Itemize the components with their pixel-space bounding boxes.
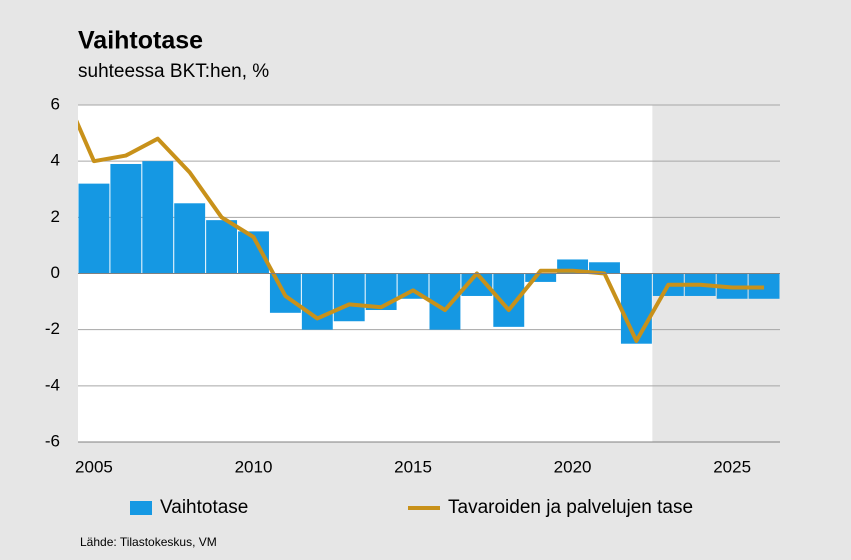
bar: [589, 262, 620, 274]
legend-label: Vaihtotase: [160, 497, 248, 518]
x-tick-label: 2010: [235, 457, 273, 476]
x-tick-label: 2015: [394, 457, 432, 476]
bar: [110, 163, 142, 274]
bar: [174, 203, 206, 274]
bar: [461, 273, 493, 296]
y-tick-label: 0: [51, 263, 60, 282]
bar: [620, 273, 652, 344]
chart-title: Vaihtotase: [78, 27, 203, 55]
y-tick-label: 2: [51, 207, 60, 226]
y-tick-label: -6: [45, 431, 60, 450]
bar: [333, 273, 365, 322]
y-tick-label: 4: [51, 151, 60, 170]
bar: [206, 220, 238, 274]
source: Lähde: Tilastokeskus, VM: [80, 535, 217, 549]
y-tick-label: -2: [45, 319, 60, 338]
x-tick-label: 2025: [713, 457, 751, 476]
chart-subtitle: suhteessa BKT:hen, %: [78, 61, 269, 82]
legend-swatch: [130, 501, 152, 515]
bar: [142, 161, 174, 274]
x-tick-label: 2020: [554, 457, 592, 476]
bar: [301, 273, 333, 330]
y-tick-label: 6: [51, 94, 60, 113]
line: [78, 119, 765, 343]
bar: [525, 273, 557, 282]
legend-label: Tavaroiden ja palvelujen tase: [448, 497, 693, 518]
x-tick-label: 2005: [75, 457, 113, 476]
y-tick-label: -4: [45, 375, 60, 394]
bar: [78, 183, 110, 274]
